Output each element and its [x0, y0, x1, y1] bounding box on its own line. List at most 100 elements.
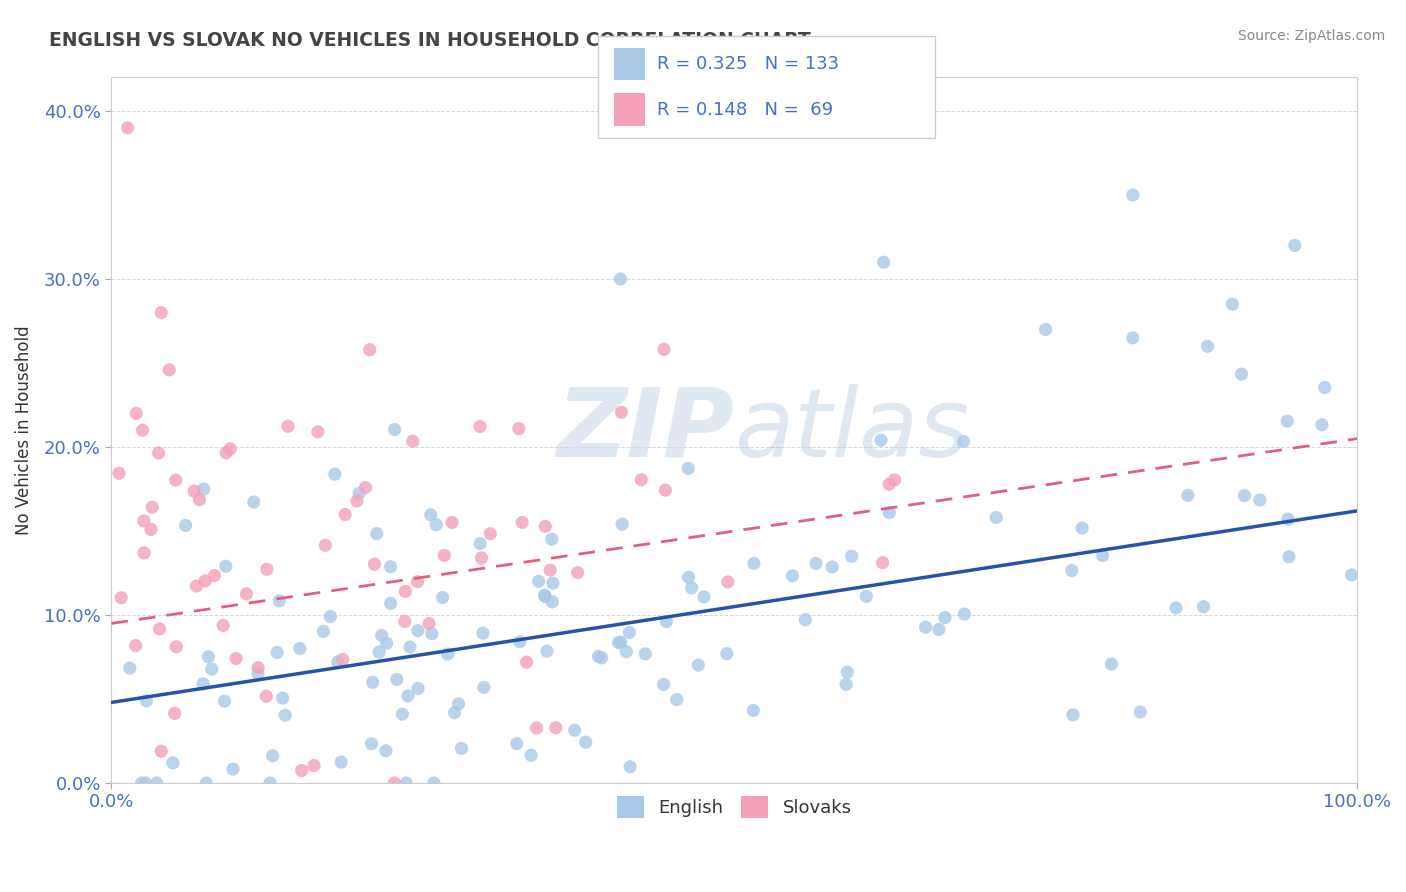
English	[162, 756, 184, 770]
English	[380, 559, 402, 574]
English	[406, 624, 429, 638]
Slovaks	[215, 446, 238, 460]
English	[384, 423, 406, 437]
English	[174, 518, 197, 533]
English	[934, 610, 956, 624]
English	[841, 549, 863, 564]
Slovaks	[394, 584, 416, 599]
Slovaks	[883, 473, 905, 487]
English	[1277, 414, 1299, 428]
English	[564, 723, 586, 738]
English	[201, 662, 224, 676]
English	[246, 666, 269, 681]
English	[837, 665, 859, 680]
English	[1278, 549, 1301, 564]
English	[472, 681, 495, 695]
English	[540, 533, 562, 547]
English	[361, 675, 384, 690]
English	[319, 609, 342, 624]
English	[1129, 705, 1152, 719]
English	[1060, 564, 1083, 578]
Slovaks	[652, 343, 675, 357]
English	[360, 737, 382, 751]
English	[1277, 512, 1299, 526]
Slovaks	[194, 574, 217, 588]
English	[135, 694, 157, 708]
Slovaks	[163, 706, 186, 721]
English	[1062, 707, 1084, 722]
Slovaks	[235, 587, 257, 601]
Slovaks	[534, 519, 557, 533]
Slovaks	[131, 423, 153, 437]
Slovaks	[188, 492, 211, 507]
English	[986, 510, 1008, 524]
English	[953, 607, 976, 621]
English	[794, 613, 817, 627]
Slovaks	[277, 419, 299, 434]
Slovaks	[204, 568, 226, 582]
English	[536, 644, 558, 658]
English	[609, 272, 631, 286]
Slovaks	[332, 652, 354, 666]
Slovaks	[291, 764, 314, 778]
English	[370, 628, 392, 642]
English	[782, 568, 804, 582]
English	[1313, 380, 1336, 394]
English	[214, 694, 236, 708]
Slovaks	[654, 483, 676, 498]
Slovaks	[254, 690, 277, 704]
English	[855, 590, 877, 604]
English	[447, 697, 470, 711]
Slovaks	[183, 484, 205, 499]
English	[873, 255, 896, 269]
English	[1122, 188, 1144, 202]
Slovaks	[433, 549, 456, 563]
English	[1197, 339, 1219, 353]
Slovaks	[132, 546, 155, 560]
English	[450, 741, 472, 756]
Slovaks	[418, 616, 440, 631]
Slovaks	[333, 508, 356, 522]
Slovaks	[384, 776, 406, 790]
English	[374, 744, 396, 758]
English	[145, 776, 167, 790]
English	[619, 625, 641, 640]
English	[914, 620, 936, 634]
English	[678, 570, 700, 584]
English	[195, 776, 218, 790]
English	[693, 590, 716, 604]
Slovaks	[139, 523, 162, 537]
English	[681, 581, 703, 595]
English	[588, 649, 610, 664]
Slovaks	[225, 651, 247, 665]
English	[118, 661, 141, 675]
Y-axis label: No Vehicles in Household: No Vehicles in Household	[15, 326, 32, 535]
Slovaks	[256, 562, 278, 576]
English	[193, 482, 215, 496]
Slovaks	[630, 473, 652, 487]
Slovaks	[406, 574, 429, 589]
English	[419, 508, 441, 522]
Slovaks	[124, 639, 146, 653]
Slovaks	[717, 574, 740, 589]
English	[619, 760, 641, 774]
English	[1035, 322, 1057, 336]
English	[432, 591, 454, 605]
Slovaks	[394, 615, 416, 629]
English	[609, 635, 631, 649]
English	[271, 691, 294, 706]
English	[1122, 331, 1144, 345]
Slovaks	[510, 516, 533, 530]
English	[425, 517, 447, 532]
English	[197, 649, 219, 664]
Slovaks	[212, 618, 235, 632]
English	[614, 644, 637, 658]
English	[520, 748, 543, 763]
English	[652, 677, 675, 691]
English	[821, 560, 844, 574]
Slovaks	[125, 407, 148, 421]
English	[1222, 297, 1244, 311]
English	[471, 626, 494, 640]
English	[1099, 657, 1122, 672]
Text: R = 0.148   N =  69: R = 0.148 N = 69	[657, 101, 832, 119]
